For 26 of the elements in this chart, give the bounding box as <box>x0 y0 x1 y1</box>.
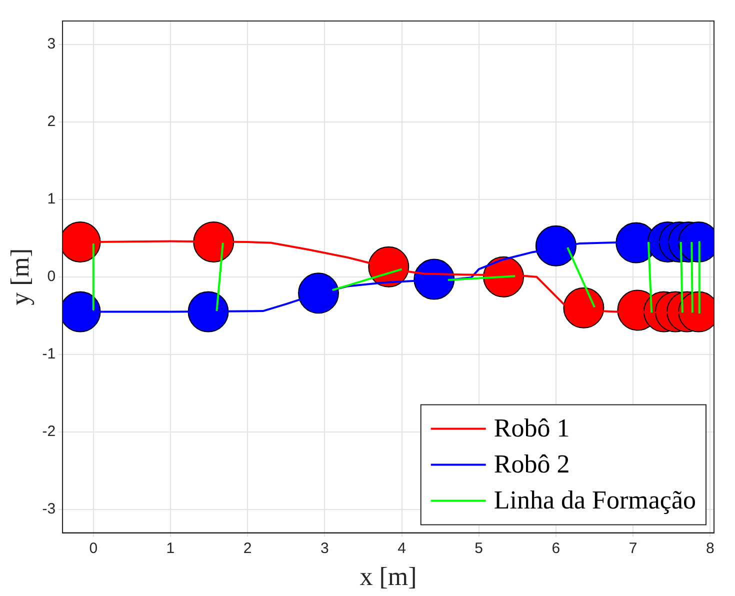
x-tick-label: 5 <box>474 540 484 557</box>
x-tick-label: 7 <box>628 540 638 557</box>
y-tick-label: 0 <box>47 268 56 286</box>
legend-label: Linha da Formação <box>494 486 696 515</box>
y-tick-label: -2 <box>42 423 56 440</box>
y-tick-label: 3 <box>47 35 56 52</box>
x-tick-label: 6 <box>552 540 560 557</box>
y-tick-label: -1 <box>42 346 56 363</box>
point <box>193 222 234 263</box>
point <box>188 291 229 332</box>
x-tick-label: 2 <box>243 540 252 557</box>
x-tick-label: 4 <box>398 540 406 557</box>
x-axis-title: x [m] <box>360 562 417 592</box>
point <box>563 287 604 328</box>
x-tick-label: 0 <box>89 540 98 557</box>
legend-label: Robô 1 <box>494 414 570 443</box>
x-tick-label: 8 <box>706 540 714 557</box>
point <box>298 272 339 314</box>
legend-label: Robô 2 <box>494 450 570 479</box>
y-tick-label: -3 <box>42 500 56 518</box>
point <box>535 225 576 266</box>
x-tick-label: 1 <box>166 540 175 557</box>
y-tick-label: 1 <box>47 190 56 208</box>
y-axis-title: y [m] <box>5 248 34 306</box>
x-tick-label: 3 <box>320 540 329 557</box>
y-tick-label: 2 <box>47 112 56 130</box>
